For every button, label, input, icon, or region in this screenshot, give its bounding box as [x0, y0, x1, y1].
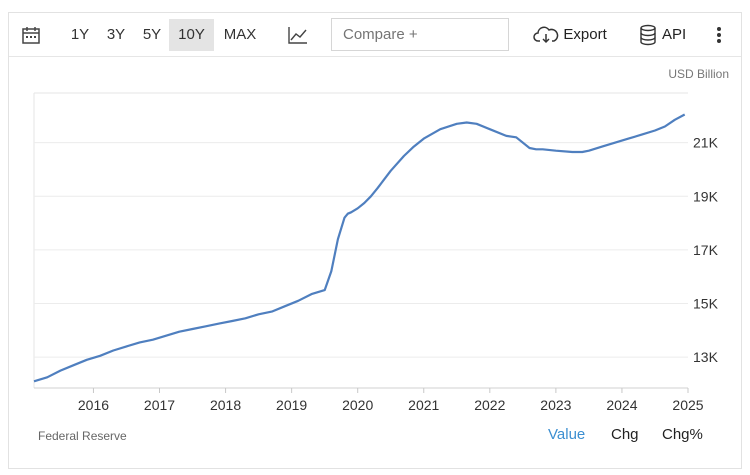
view-tab-value[interactable]: Value [548, 426, 586, 443]
vertical-ellipsis-icon[interactable] [709, 19, 729, 51]
compare-input[interactable] [331, 18, 509, 51]
y-tick-label: 21K [693, 135, 719, 151]
line-chart-icon[interactable] [285, 19, 311, 51]
unit-label: USD Billion [668, 67, 729, 81]
view-tab-chg-pct[interactable]: Chg% [662, 426, 703, 443]
y-tick-label: 13K [693, 349, 719, 365]
x-tick-label: 2018 [210, 397, 241, 413]
export-button[interactable]: Export [529, 19, 611, 51]
x-tick-label: 2020 [342, 397, 373, 413]
cloud-download-icon [533, 26, 559, 44]
range-3y-button[interactable]: 3Y [106, 26, 126, 43]
source-label: Federal Reserve [38, 429, 127, 443]
range-max-button[interactable]: MAX [223, 26, 257, 43]
x-tick-label: 2022 [474, 397, 505, 413]
api-button[interactable]: API [633, 19, 691, 51]
range-10y-button[interactable]: 10Y [169, 19, 214, 51]
x-tick-label: 2021 [408, 397, 439, 413]
y-tick-label: 19K [693, 188, 719, 204]
export-label: Export [563, 26, 607, 44]
x-tick-label: 2016 [78, 397, 109, 413]
x-tick-label: 2024 [606, 397, 637, 413]
range-1y-button[interactable]: 1Y [70, 26, 90, 43]
y-tick-label: 15K [693, 296, 719, 312]
series-line [33, 113, 686, 383]
view-tab-chg[interactable]: Chg [611, 426, 639, 443]
x-tick-label: 2023 [540, 397, 571, 413]
chart-toolbar: 1Y 3Y 5Y 10Y MAX Export [9, 13, 741, 57]
api-label: API [661, 26, 687, 44]
y-tick-label: 17K [693, 242, 719, 258]
line-chart: 13K 15K 17K 19K 21K 2016 2017 2018 2019 2020 2021 2… [33, 92, 719, 413]
x-tick-label: 2019 [276, 397, 307, 413]
x-tick-label: 2025 [672, 397, 703, 413]
x-tick-label: 2017 [144, 397, 175, 413]
chart-widget: 1Y 3Y 5Y 10Y MAX Export [8, 12, 742, 469]
calendar-icon[interactable] [19, 19, 43, 51]
range-5y-button[interactable]: 5Y [142, 26, 162, 43]
database-icon [640, 24, 656, 46]
